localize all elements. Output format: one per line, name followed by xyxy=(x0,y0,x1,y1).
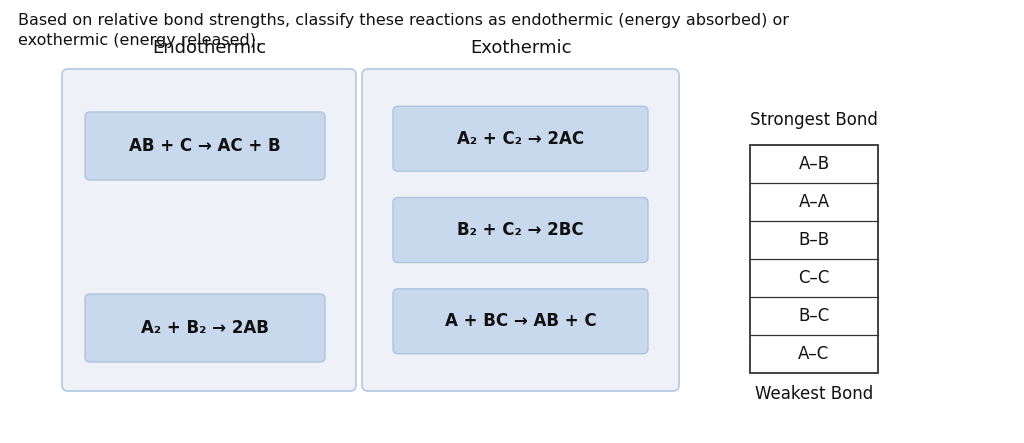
Text: B–B: B–B xyxy=(799,231,829,249)
Text: Endothermic: Endothermic xyxy=(152,39,266,57)
Text: A–B: A–B xyxy=(799,155,829,173)
Text: B–C: B–C xyxy=(799,307,829,325)
FancyBboxPatch shape xyxy=(85,112,325,180)
FancyBboxPatch shape xyxy=(62,69,356,391)
Text: Strongest Bond: Strongest Bond xyxy=(750,111,878,129)
Text: AB + C → AC + B: AB + C → AC + B xyxy=(129,137,281,155)
Text: C–C: C–C xyxy=(799,269,829,287)
Text: A₂ + B₂ → 2AB: A₂ + B₂ → 2AB xyxy=(141,319,269,337)
Text: A₂ + C₂ → 2AC: A₂ + C₂ → 2AC xyxy=(457,130,584,148)
Text: Based on relative bond strengths, classify these reactions as endothermic (energ: Based on relative bond strengths, classi… xyxy=(18,13,790,48)
Text: A + BC → AB + C: A + BC → AB + C xyxy=(444,312,596,330)
Text: A–C: A–C xyxy=(799,345,829,363)
Bar xyxy=(750,145,878,373)
Text: Weakest Bond: Weakest Bond xyxy=(755,385,873,403)
FancyBboxPatch shape xyxy=(393,198,648,263)
Text: B₂ + C₂ → 2BC: B₂ + C₂ → 2BC xyxy=(457,221,584,239)
FancyBboxPatch shape xyxy=(393,106,648,171)
FancyBboxPatch shape xyxy=(362,69,679,391)
FancyBboxPatch shape xyxy=(85,294,325,362)
Text: Exothermic: Exothermic xyxy=(470,39,571,57)
FancyBboxPatch shape xyxy=(393,289,648,354)
Text: A–A: A–A xyxy=(799,193,829,211)
